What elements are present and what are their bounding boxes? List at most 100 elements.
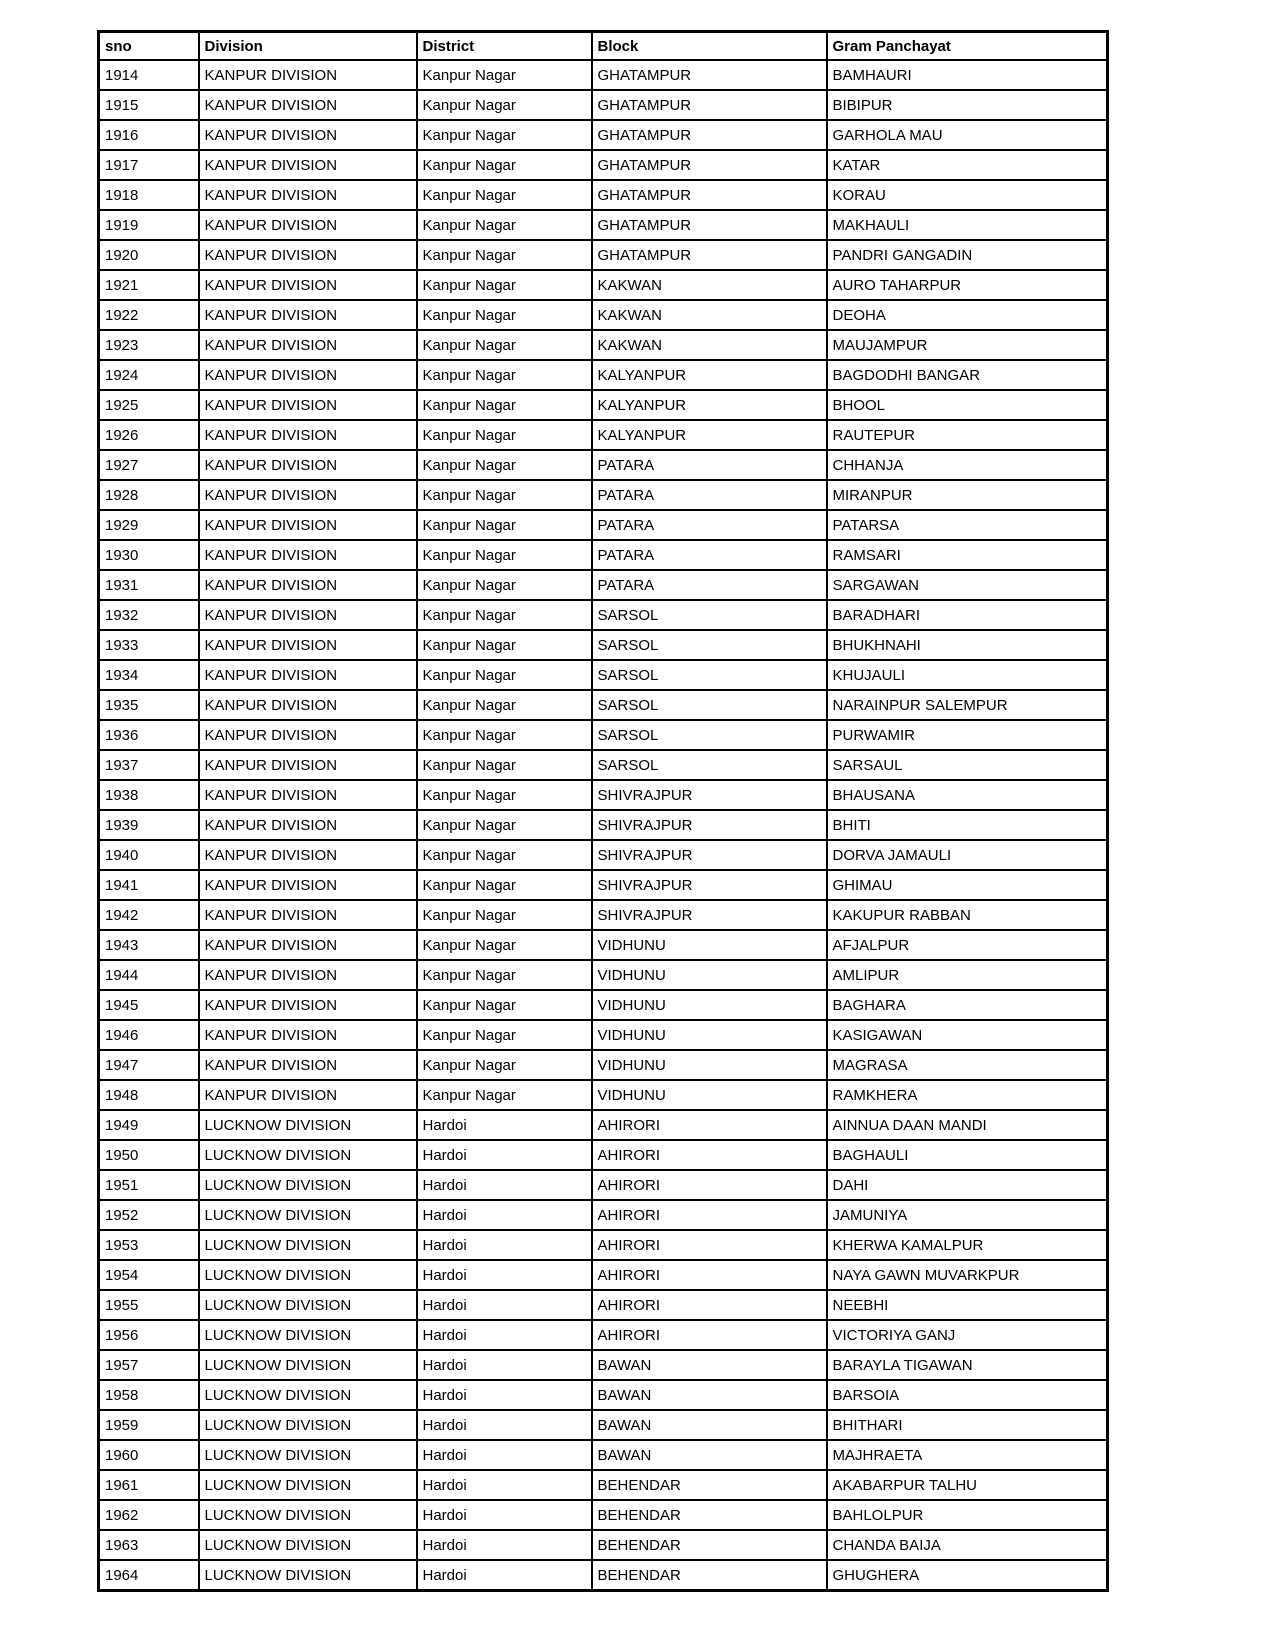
table-row: 1934 KANPUR DIVISION Kanpur Nagar SARSOL…: [97, 659, 1109, 691]
cell-block: SARSOL: [590, 599, 828, 631]
cell-gram-panchayat: DORVA JAMAULI: [825, 839, 1109, 871]
cell-block: BAWAN: [590, 1439, 828, 1471]
cell-sno: 1926: [97, 419, 200, 451]
cell-district: Hardoi: [415, 1109, 593, 1141]
cell-block: SARSOL: [590, 689, 828, 721]
cell-sno: 1956: [97, 1319, 200, 1351]
table-row: 1924 KANPUR DIVISION Kanpur Nagar KALYAN…: [97, 359, 1109, 391]
table-row: 1960 LUCKNOW DIVISION Hardoi BAWAN MAJHR…: [97, 1439, 1109, 1471]
cell-gram-panchayat: RAMSARI: [825, 539, 1109, 571]
cell-sno: 1955: [97, 1289, 200, 1321]
cell-district: Kanpur Nagar: [415, 539, 593, 571]
cell-district: Kanpur Nagar: [415, 929, 593, 961]
cell-block: PATARA: [590, 449, 828, 481]
cell-block: SHIVRAJPUR: [590, 809, 828, 841]
cell-block: VIDHUNU: [590, 929, 828, 961]
cell-block: VIDHUNU: [590, 1079, 828, 1111]
table-row: 1948 KANPUR DIVISION Kanpur Nagar VIDHUN…: [97, 1079, 1109, 1111]
cell-division: LUCKNOW DIVISION: [197, 1139, 418, 1171]
cell-division: KANPUR DIVISION: [197, 929, 418, 961]
cell-sno: 1957: [97, 1349, 200, 1381]
cell-sno: 1950: [97, 1139, 200, 1171]
cell-sno: 1919: [97, 209, 200, 241]
cell-sno: 1930: [97, 539, 200, 571]
table-row: 1954 LUCKNOW DIVISION Hardoi AHIRORI NAY…: [97, 1259, 1109, 1291]
cell-block: KALYANPUR: [590, 389, 828, 421]
table-row: 1920 KANPUR DIVISION Kanpur Nagar GHATAM…: [97, 239, 1109, 271]
cell-district: Hardoi: [415, 1349, 593, 1381]
cell-sno: 1959: [97, 1409, 200, 1441]
cell-district: Kanpur Nagar: [415, 749, 593, 781]
cell-gram-panchayat: BAGDODHI BANGAR: [825, 359, 1109, 391]
cell-division: KANPUR DIVISION: [197, 419, 418, 451]
cell-division: KANPUR DIVISION: [197, 1049, 418, 1081]
table-row: 1958 LUCKNOW DIVISION Hardoi BAWAN BARSO…: [97, 1379, 1109, 1411]
cell-block: GHATAMPUR: [590, 149, 828, 181]
cell-division: LUCKNOW DIVISION: [197, 1559, 418, 1592]
cell-district: Hardoi: [415, 1439, 593, 1471]
cell-division: LUCKNOW DIVISION: [197, 1439, 418, 1471]
cell-sno: 1925: [97, 389, 200, 421]
table-row: 1961 LUCKNOW DIVISION Hardoi BEHENDAR AK…: [97, 1469, 1109, 1501]
cell-gram-panchayat: DAHI: [825, 1169, 1109, 1201]
cell-sno: 1943: [97, 929, 200, 961]
table-row: 1964 LUCKNOW DIVISION Hardoi BEHENDAR GH…: [97, 1559, 1109, 1592]
cell-district: Kanpur Nagar: [415, 209, 593, 241]
cell-sno: 1940: [97, 839, 200, 871]
cell-sno: 1962: [97, 1499, 200, 1531]
table-row: 1945 KANPUR DIVISION Kanpur Nagar VIDHUN…: [97, 989, 1109, 1021]
table-row: 1942 KANPUR DIVISION Kanpur Nagar SHIVRA…: [97, 899, 1109, 931]
cell-division: KANPUR DIVISION: [197, 569, 418, 601]
cell-district: Kanpur Nagar: [415, 479, 593, 511]
cell-division: LUCKNOW DIVISION: [197, 1409, 418, 1441]
cell-district: Kanpur Nagar: [415, 569, 593, 601]
cell-gram-panchayat: BARADHARI: [825, 599, 1109, 631]
cell-division: LUCKNOW DIVISION: [197, 1529, 418, 1561]
cell-sno: 1945: [97, 989, 200, 1021]
cell-district: Hardoi: [415, 1289, 593, 1321]
cell-division: KANPUR DIVISION: [197, 989, 418, 1021]
cell-division: LUCKNOW DIVISION: [197, 1319, 418, 1351]
table-row: 1962 LUCKNOW DIVISION Hardoi BEHENDAR BA…: [97, 1499, 1109, 1531]
cell-division: KANPUR DIVISION: [197, 59, 418, 91]
cell-division: KANPUR DIVISION: [197, 449, 418, 481]
cell-block: AHIRORI: [590, 1229, 828, 1261]
cell-gram-panchayat: BAMHAURI: [825, 59, 1109, 91]
gram-panchayat-table: sno Division District Block Gram Panchay…: [97, 30, 1109, 1592]
table-row: 1953 LUCKNOW DIVISION Hardoi AHIRORI KHE…: [97, 1229, 1109, 1261]
table-header: sno Division District Block Gram Panchay…: [97, 30, 1109, 61]
cell-sno: 1961: [97, 1469, 200, 1501]
cell-division: KANPUR DIVISION: [197, 149, 418, 181]
cell-division: LUCKNOW DIVISION: [197, 1259, 418, 1291]
cell-district: Hardoi: [415, 1379, 593, 1411]
table-row: 1930 KANPUR DIVISION Kanpur Nagar PATARA…: [97, 539, 1109, 571]
cell-division: KANPUR DIVISION: [197, 899, 418, 931]
cell-division: LUCKNOW DIVISION: [197, 1199, 418, 1231]
cell-block: GHATAMPUR: [590, 239, 828, 271]
cell-district: Kanpur Nagar: [415, 239, 593, 271]
table-row: 1917 KANPUR DIVISION Kanpur Nagar GHATAM…: [97, 149, 1109, 181]
cell-division: LUCKNOW DIVISION: [197, 1379, 418, 1411]
cell-district: Kanpur Nagar: [415, 419, 593, 451]
table-row: 1933 KANPUR DIVISION Kanpur Nagar SARSOL…: [97, 629, 1109, 661]
cell-gram-panchayat: AMLIPUR: [825, 959, 1109, 991]
cell-gram-panchayat: KHERWA KAMALPUR: [825, 1229, 1109, 1261]
cell-gram-panchayat: KASIGAWAN: [825, 1019, 1109, 1051]
cell-block: SARSOL: [590, 749, 828, 781]
cell-district: Kanpur Nagar: [415, 389, 593, 421]
cell-district: Hardoi: [415, 1499, 593, 1531]
cell-gram-panchayat: BHOOL: [825, 389, 1109, 421]
table-row: 1935 KANPUR DIVISION Kanpur Nagar SARSOL…: [97, 689, 1109, 721]
cell-block: VIDHUNU: [590, 1019, 828, 1051]
cell-district: Hardoi: [415, 1559, 593, 1592]
cell-gram-panchayat: BAGHARA: [825, 989, 1109, 1021]
cell-district: Kanpur Nagar: [415, 359, 593, 391]
table-row: 1925 KANPUR DIVISION Kanpur Nagar KALYAN…: [97, 389, 1109, 421]
table-body: 1914 KANPUR DIVISION Kanpur Nagar GHATAM…: [97, 59, 1109, 1592]
cell-block: AHIRORI: [590, 1139, 828, 1171]
cell-division: KANPUR DIVISION: [197, 599, 418, 631]
cell-block: GHATAMPUR: [590, 179, 828, 211]
cell-sno: 1951: [97, 1169, 200, 1201]
cell-gram-panchayat: VICTORIYA GANJ: [825, 1319, 1109, 1351]
table-row: 1943 KANPUR DIVISION Kanpur Nagar VIDHUN…: [97, 929, 1109, 961]
